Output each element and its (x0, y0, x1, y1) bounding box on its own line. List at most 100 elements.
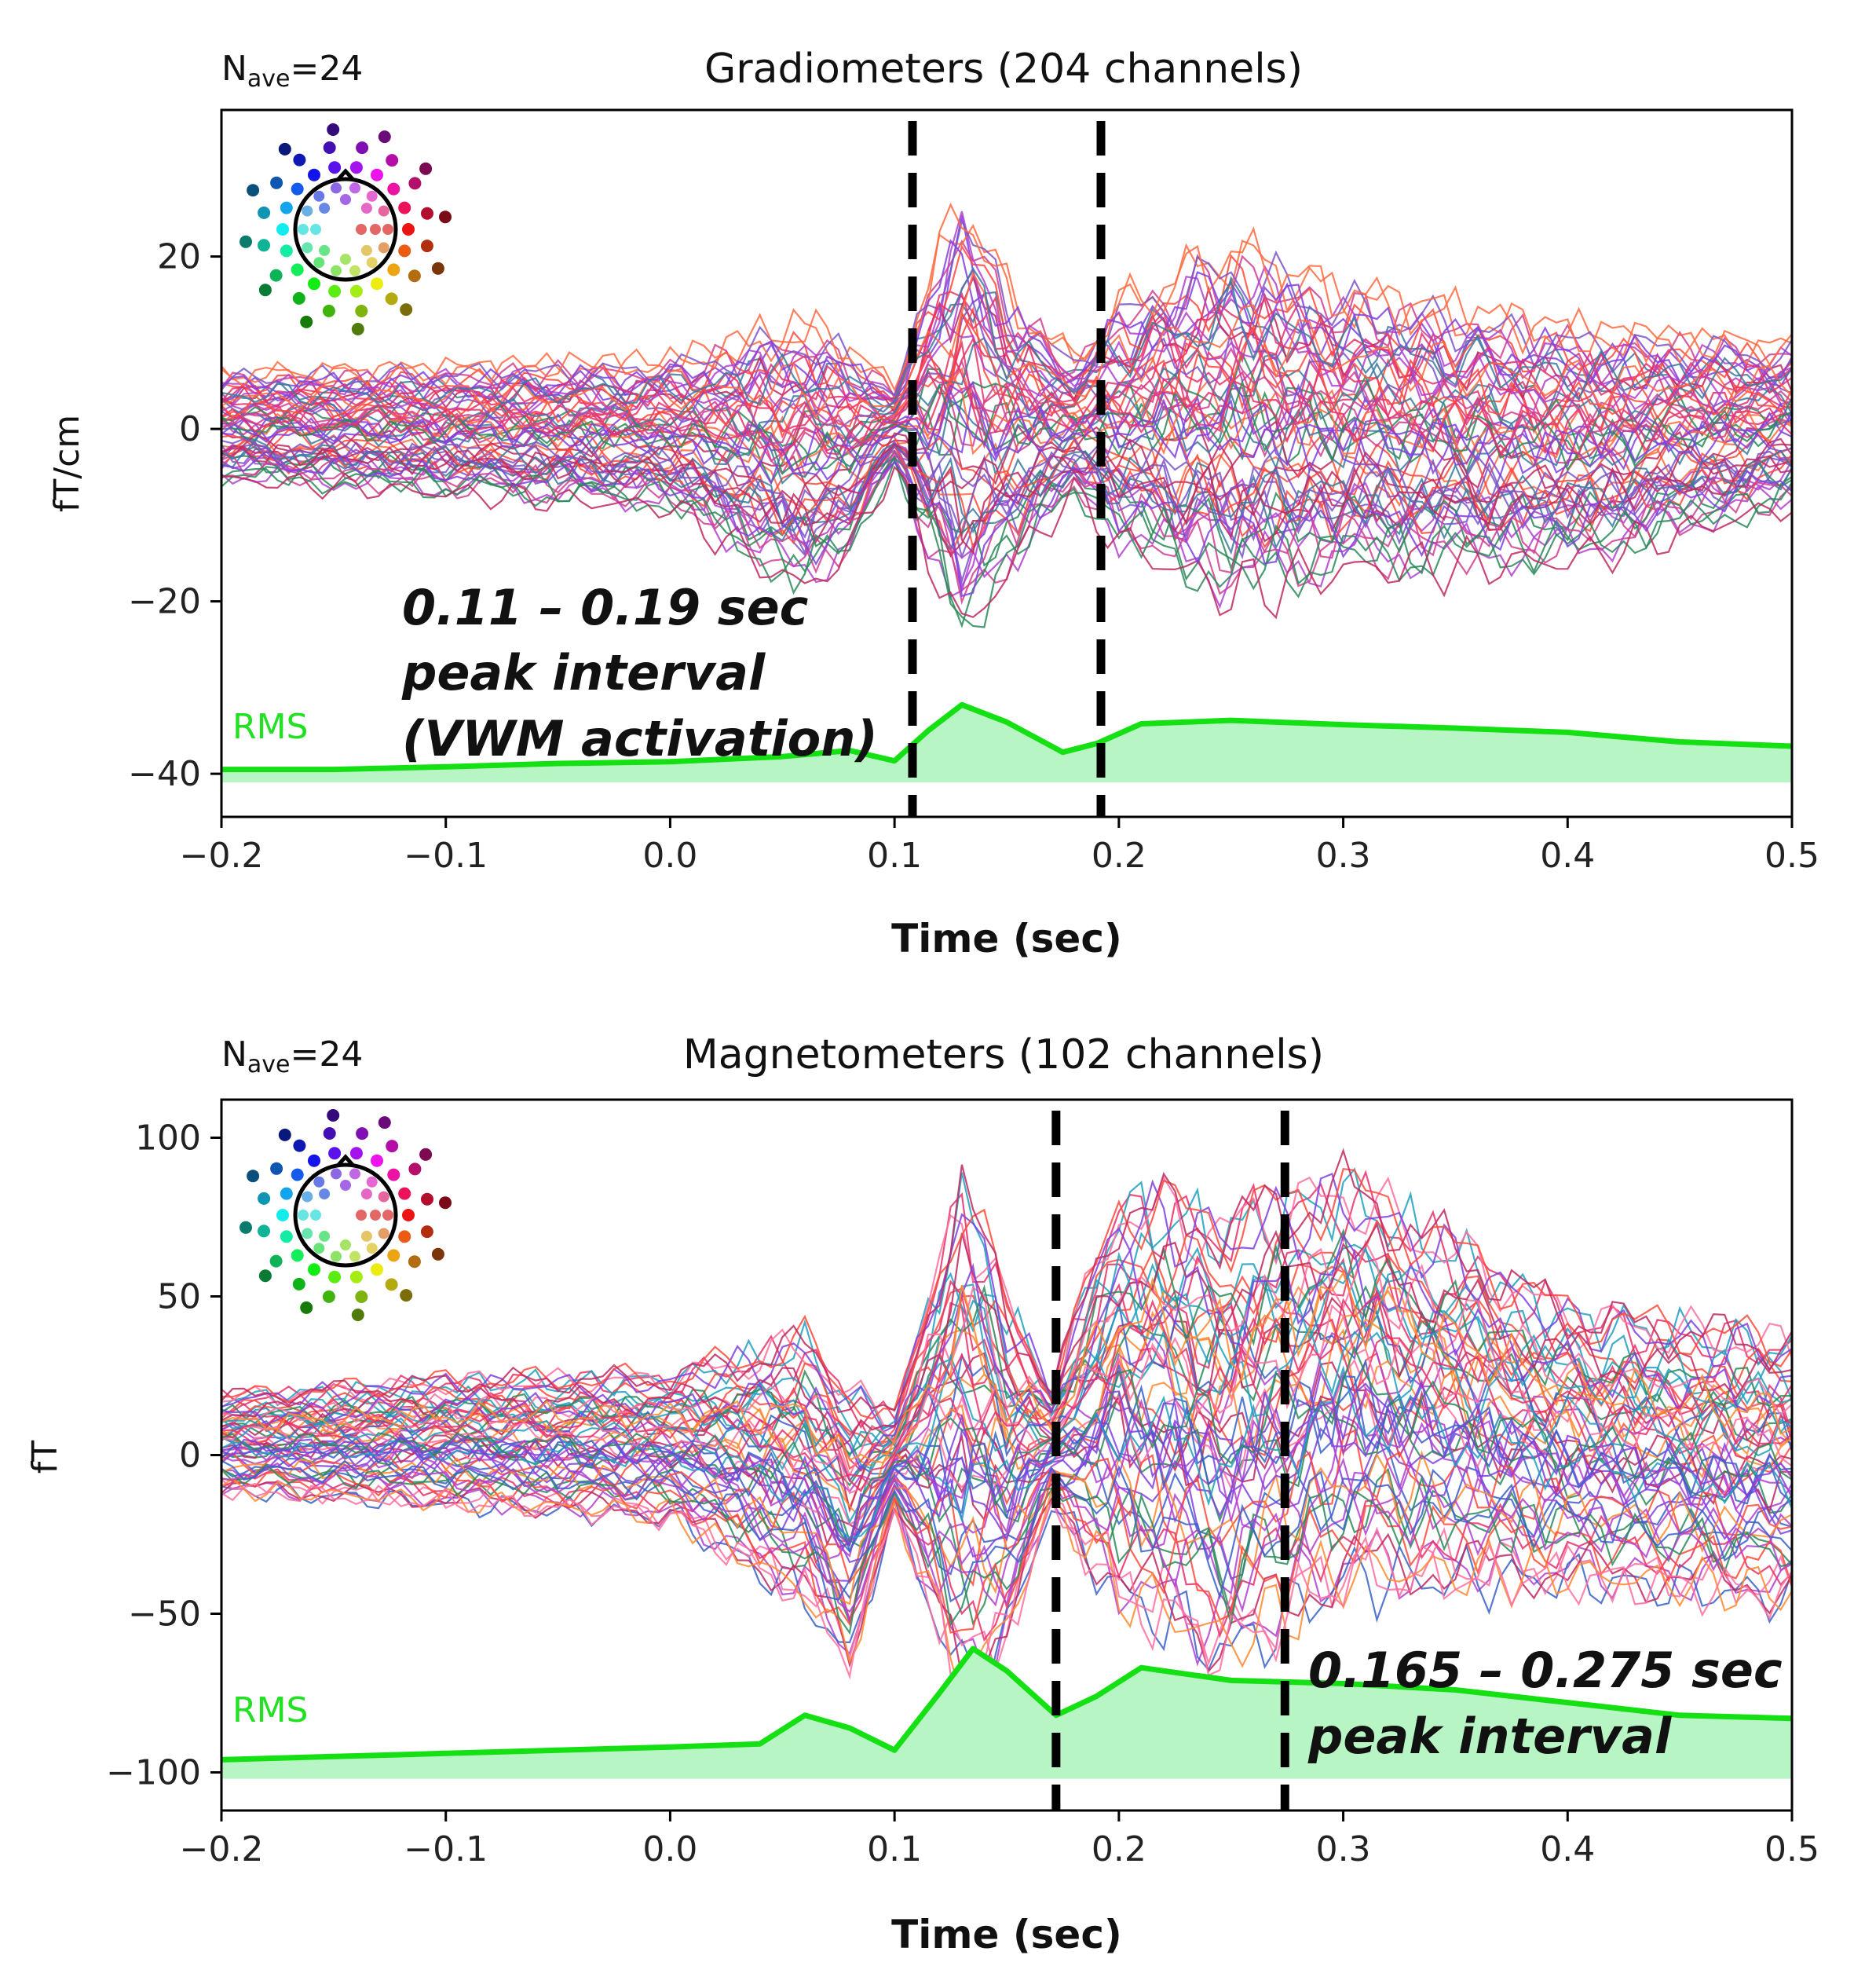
sensor-dot (378, 1191, 389, 1203)
sensor-dot (298, 224, 309, 235)
y-tick-label: 100 (135, 1118, 201, 1158)
channel-trace (221, 371, 1793, 474)
y-tick-label: −40 (128, 754, 201, 794)
channel-trace (221, 1365, 1794, 1539)
channel-trace (221, 266, 1793, 413)
sensor-dot (291, 263, 304, 276)
channel-trace (221, 348, 1793, 457)
sensor-dot (310, 1210, 321, 1221)
sensor-dot (322, 1290, 335, 1303)
sensor-dot (327, 123, 340, 136)
channel-trace (221, 1375, 1793, 1554)
channel-trace (221, 1285, 1793, 1467)
sensor-dot (340, 1239, 351, 1250)
sensor-dot (340, 194, 351, 205)
sensor-dot (308, 277, 320, 291)
channel-trace (221, 1481, 1793, 1706)
sensor-dot (298, 1210, 309, 1221)
annotation-line-1: 0.11 – 0.19 sec (402, 579, 809, 636)
sensor-dot (356, 141, 369, 155)
channel-trace (221, 465, 1793, 620)
channel-trace (221, 1345, 1793, 1547)
peak-interval-markers (908, 121, 1106, 817)
channel-trace (221, 223, 1793, 400)
x-axis-label: Time (sec) (891, 1912, 1122, 1957)
chart-title: Gradiometers (204 channels) (704, 46, 1303, 93)
sensor-dot (280, 1187, 293, 1200)
sensor-dot (280, 201, 293, 214)
sensor-dot (331, 265, 342, 276)
sensor-dot (366, 1176, 378, 1188)
channel-trace (221, 269, 1793, 423)
sensor-dot (382, 224, 393, 235)
channel-trace (221, 1477, 1793, 1702)
x-axis: −0.2 −0.1 0.0 0.1 0.2 0.3 0.4 0.5 (180, 817, 1819, 876)
sensor-dot (351, 1309, 364, 1321)
channel-trace (221, 1482, 1793, 1714)
channel-traces (221, 202, 1794, 628)
sensor-dot (319, 1188, 331, 1200)
sensor-dot (370, 224, 381, 235)
channel-trace (221, 450, 1793, 598)
sensor-dot (280, 244, 293, 258)
sensor-dot (323, 141, 336, 154)
sensor-dot (308, 1263, 320, 1276)
sensor-dot (328, 161, 342, 174)
rms-fill (221, 1649, 1792, 1779)
x-tick-label: −0.2 (180, 836, 264, 876)
channel-trace (221, 1228, 1793, 1455)
sensor-dot (419, 1148, 433, 1161)
sensor-dot (302, 205, 313, 217)
sensor-dot (420, 240, 433, 253)
sensor-dot (322, 304, 335, 317)
channel-trace (221, 456, 1793, 628)
nose-icon (336, 168, 355, 181)
sensor-dot (331, 1250, 342, 1262)
sensor-dot (419, 162, 433, 175)
sensor-dot (313, 1176, 325, 1188)
sensor-dot (291, 1249, 304, 1262)
x-tick-label: −0.1 (404, 836, 488, 876)
sensor-dot (331, 1168, 342, 1180)
head-outline-icon (293, 1162, 398, 1268)
sensor-dot (240, 1221, 252, 1234)
rms-label: RMS (232, 1690, 308, 1730)
sensor-dot (310, 224, 321, 235)
peak-interval-markers (1051, 1111, 1289, 1810)
sensor-dot (269, 269, 283, 282)
rms-label: RMS (232, 707, 308, 747)
channel-trace (221, 1446, 1793, 1600)
sensor-dot (387, 182, 400, 196)
sensor-dot (328, 1270, 342, 1283)
sensor-dot (327, 1109, 340, 1122)
sensor-dot (370, 1210, 381, 1221)
sensor-dot (292, 291, 305, 305)
sensor-dot (258, 284, 272, 297)
rms-line (221, 701, 1793, 773)
channel-trace (221, 1167, 1793, 1430)
channel-trace (221, 202, 1793, 392)
y-tick-label: −100 (106, 1753, 201, 1793)
sensor-dot (328, 284, 342, 298)
sensor-dot (276, 1209, 289, 1221)
channel-trace (221, 1271, 1793, 1464)
sensor-dot (258, 1269, 272, 1283)
y-tick-label: −50 (128, 1594, 201, 1635)
magnetometers-panel: Nave=24 Magnetometers (102 channels) −0.… (25, 1031, 1819, 1957)
sensor-dot (278, 142, 291, 156)
sensor-dot (402, 223, 415, 236)
y-axis-label: fT/cm (47, 415, 87, 512)
sensor-dot (378, 1228, 389, 1239)
y-tick-label: −20 (128, 582, 201, 622)
y-tick-label: 0 (179, 1436, 201, 1476)
sensor-dot (340, 1180, 351, 1191)
channel-trace (221, 427, 1793, 503)
channel-trace (221, 1148, 1793, 1414)
sensor-dot (328, 1147, 342, 1160)
sensor-dot (313, 190, 325, 202)
sensor-dot (319, 244, 331, 256)
sensor-dot (355, 305, 368, 317)
sensor-dots (240, 1109, 452, 1321)
channel-trace (221, 383, 1793, 475)
